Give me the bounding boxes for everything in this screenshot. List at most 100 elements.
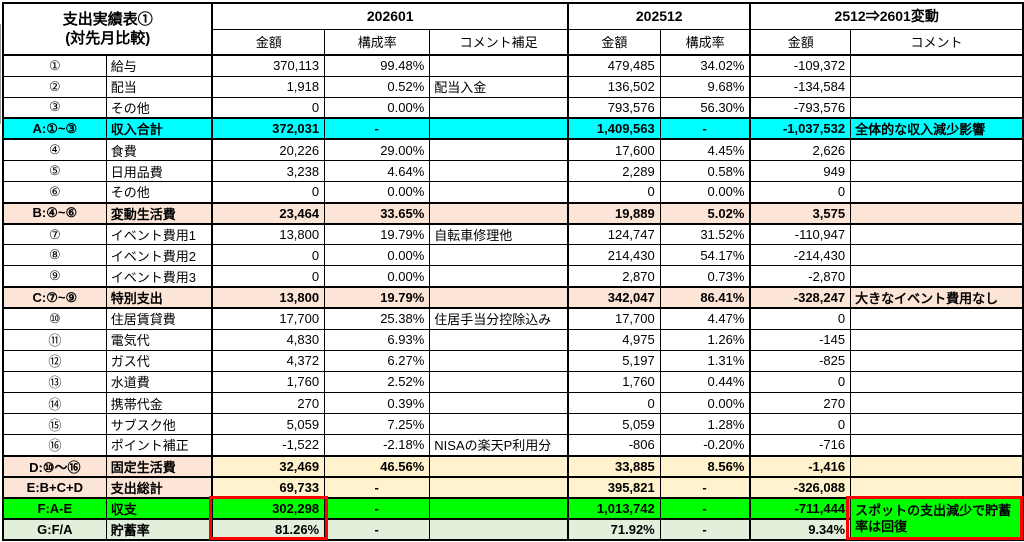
cell-202601-comment[interactable]	[429, 117, 569, 141]
row-label[interactable]: 電気代	[105, 328, 213, 351]
cell-diff-amount[interactable]: -326,088	[749, 475, 852, 499]
cell-202512-ratio[interactable]: 5.02%	[659, 201, 751, 225]
cell-diff-comment[interactable]	[850, 75, 1024, 98]
row-id[interactable]: ⑩	[2, 307, 107, 330]
cell-diff-comment[interactable]	[850, 138, 1024, 161]
cell-202601-comment[interactable]	[429, 454, 569, 478]
cell-202512-ratio[interactable]: 1.31%	[659, 349, 751, 372]
row-id[interactable]: ⑭	[2, 391, 107, 415]
cell-202512-ratio[interactable]: 8.56%	[659, 454, 751, 478]
cell-diff-amount[interactable]: 2,626	[749, 138, 852, 161]
row-id[interactable]: E:B+C+D	[2, 475, 107, 499]
cell-202601-comment[interactable]	[429, 286, 569, 310]
cell-diff-amount[interactable]: -109,372	[749, 54, 852, 77]
cell-202601-amount[interactable]: 32,469	[211, 454, 326, 478]
cell-202512-ratio[interactable]: -0.20%	[659, 434, 751, 457]
cell-202601-amount[interactable]: 4,372	[211, 349, 326, 372]
subheader-202512-amount[interactable]: 金額	[567, 28, 661, 56]
cell-202601-ratio[interactable]: 4.64%	[324, 159, 431, 183]
row-id[interactable]: ⑦	[2, 223, 107, 246]
cell-202512-amount[interactable]: 19,889	[567, 201, 661, 225]
cell-diff-comment[interactable]: 全体的な収入減少影響	[850, 117, 1024, 141]
cell-202512-ratio[interactable]: 0.00%	[659, 391, 751, 415]
cell-202601-ratio[interactable]: 0.52%	[324, 75, 431, 98]
cell-202512-amount[interactable]: 0	[567, 391, 661, 415]
cell-202601-ratio[interactable]: 0.00%	[324, 181, 431, 204]
cell-diff-amount[interactable]: -134,584	[749, 75, 852, 98]
cell-202601-comment[interactable]: 住居手当分控除込み	[429, 307, 569, 330]
cell-202512-amount[interactable]: 5,059	[567, 413, 661, 436]
cell-202601-comment[interactable]	[429, 349, 569, 372]
row-id[interactable]: ⑯	[2, 434, 107, 457]
subheader-diff-amount[interactable]: 金額	[749, 28, 852, 56]
cell-diff-amount[interactable]: -214,430	[749, 244, 852, 267]
subheader-202512-ratio[interactable]: 構成率	[659, 28, 751, 56]
cell-diff-amount[interactable]: 0	[749, 307, 852, 330]
cell-202512-amount[interactable]: 342,047	[567, 286, 661, 310]
cell-202601-amount[interactable]: 372,031	[211, 117, 326, 141]
cell-202601-comment[interactable]: 配当入金	[429, 75, 569, 98]
cell-202601-comment[interactable]: NISAの楽天P利用分	[429, 434, 569, 457]
cell-202512-ratio[interactable]: 86.41%	[659, 286, 751, 310]
cell-202601-comment[interactable]	[429, 475, 569, 499]
cell-202601-amount[interactable]: 1,918	[211, 75, 326, 98]
cell-202601-amount[interactable]: 69,733	[211, 475, 326, 499]
cell-202601-ratio[interactable]: 0.00%	[324, 265, 431, 288]
cell-202601-amount[interactable]: 0	[211, 181, 326, 204]
row-label[interactable]: 給与	[105, 54, 213, 77]
cell-202512-ratio[interactable]: 1.28%	[659, 413, 751, 436]
column-group-202601[interactable]: 202601	[211, 2, 569, 30]
cell-202512-amount[interactable]: 214,430	[567, 244, 661, 267]
row-label[interactable]: その他	[105, 181, 213, 204]
cell-diff-comment[interactable]	[850, 244, 1024, 267]
row-label[interactable]: 支出総計	[105, 475, 213, 499]
cell-diff-comment[interactable]: 大きなイベント費用なし	[850, 286, 1024, 310]
cell-diff-comment[interactable]	[850, 307, 1024, 330]
row-id[interactable]: ①	[2, 54, 107, 77]
cell-diff-comment[interactable]	[850, 181, 1024, 204]
cell-diff-amount[interactable]: -711,444	[749, 496, 852, 521]
row-label[interactable]: イベント費用2	[105, 244, 213, 267]
cell-202601-ratio[interactable]: 2.52%	[324, 370, 431, 394]
cell-202512-amount[interactable]: 71.92%	[567, 518, 661, 542]
row-id[interactable]: D:⑩〜⑯	[2, 454, 107, 478]
cell-202601-amount[interactable]: 370,113	[211, 54, 326, 77]
row-id[interactable]: ⑤	[2, 159, 107, 183]
row-label[interactable]: 収支	[105, 496, 213, 521]
cell-202512-ratio[interactable]: 56.30%	[659, 96, 751, 119]
cell-202601-ratio[interactable]: 7.25%	[324, 413, 431, 436]
row-label[interactable]: 水道費	[105, 370, 213, 394]
cell-202512-amount[interactable]: 5,197	[567, 349, 661, 372]
cell-diff-amount[interactable]: 9.34%	[749, 518, 852, 542]
row-label[interactable]: 特別支出	[105, 286, 213, 310]
cell-202601-amount[interactable]: 5,059	[211, 413, 326, 436]
cell-202512-amount[interactable]: 1,760	[567, 370, 661, 394]
cell-202512-ratio[interactable]: -	[659, 518, 751, 542]
cell-202512-amount[interactable]: 479,485	[567, 54, 661, 77]
cell-diff-comment[interactable]	[850, 223, 1024, 246]
row-id[interactable]: ⑫	[2, 349, 107, 372]
cell-202601-ratio[interactable]: 19.79%	[324, 286, 431, 310]
row-id[interactable]: ③	[2, 96, 107, 119]
row-id[interactable]: F:A-E	[2, 496, 107, 521]
cell-202512-ratio[interactable]: 4.45%	[659, 138, 751, 161]
cell-202601-ratio[interactable]: 6.27%	[324, 349, 431, 372]
cell-202512-ratio[interactable]: 31.52%	[659, 223, 751, 246]
row-label[interactable]: イベント費用1	[105, 223, 213, 246]
cell-202601-ratio[interactable]: 0.00%	[324, 244, 431, 267]
cell-202601-amount[interactable]: 302,298	[211, 496, 326, 521]
row-label[interactable]: 固定生活費	[105, 454, 213, 478]
cell-202601-amount[interactable]: -1,522	[211, 434, 326, 457]
cell-diff-comment[interactable]	[850, 454, 1024, 478]
cell-202601-comment[interactable]	[429, 328, 569, 351]
cell-diff-comment[interactable]	[850, 201, 1024, 225]
cell-202601-comment[interactable]	[429, 159, 569, 183]
cell-diff-amount[interactable]: 0	[749, 413, 852, 436]
cell-diff-amount[interactable]: 0	[749, 370, 852, 394]
cell-202601-comment[interactable]	[429, 244, 569, 267]
cell-202601-ratio[interactable]: -	[324, 518, 431, 542]
cell-202601-amount[interactable]: 0	[211, 244, 326, 267]
row-label[interactable]: 収入合計	[105, 117, 213, 141]
cell-diff-comment[interactable]	[850, 370, 1024, 394]
cell-202601-ratio[interactable]: 99.48%	[324, 54, 431, 77]
